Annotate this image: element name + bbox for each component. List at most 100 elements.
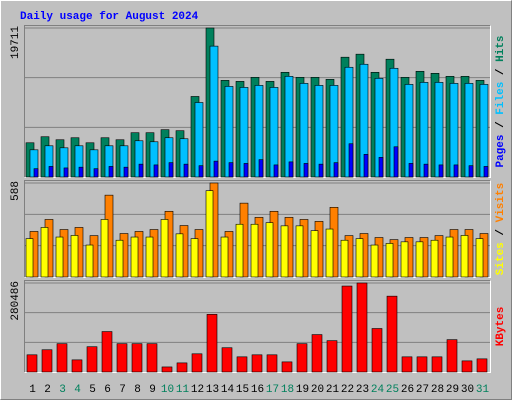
x-tick-label: 5 bbox=[89, 384, 96, 396]
bar bbox=[385, 243, 394, 278]
x-tick-label: 12 bbox=[191, 384, 204, 396]
legend-entry: Files bbox=[495, 82, 507, 115]
x-tick-label: 21 bbox=[326, 384, 340, 396]
bar bbox=[190, 238, 199, 278]
bar bbox=[280, 225, 289, 278]
bar bbox=[340, 239, 349, 278]
bar bbox=[145, 236, 154, 278]
bar bbox=[430, 239, 439, 278]
bar bbox=[221, 347, 233, 373]
bar bbox=[78, 166, 84, 178]
bar bbox=[423, 163, 429, 178]
x-tick-label: 25 bbox=[386, 384, 399, 396]
bar bbox=[130, 236, 139, 278]
bar bbox=[175, 233, 184, 278]
bar bbox=[209, 45, 219, 178]
bar bbox=[269, 87, 279, 178]
x-tick-label: 29 bbox=[446, 384, 459, 396]
x-tick-label: 1 bbox=[29, 384, 36, 396]
plot-bevel-dark bbox=[24, 25, 491, 178]
bar bbox=[93, 168, 99, 178]
x-tick-label: 6 bbox=[104, 384, 111, 396]
bar bbox=[288, 161, 294, 178]
bar bbox=[198, 165, 204, 178]
x-tick-label: 20 bbox=[311, 384, 324, 396]
bar bbox=[273, 164, 279, 178]
bar bbox=[310, 230, 319, 278]
bar bbox=[160, 219, 169, 278]
bar bbox=[56, 343, 68, 373]
y-tick-label: 588 bbox=[10, 181, 22, 201]
bar bbox=[348, 143, 354, 178]
bar bbox=[449, 83, 459, 178]
x-tick-label: 24 bbox=[371, 384, 385, 396]
legend-separator: / bbox=[495, 62, 507, 82]
bar bbox=[363, 154, 369, 178]
bar bbox=[479, 84, 489, 178]
bar bbox=[419, 82, 429, 178]
bar bbox=[191, 353, 203, 373]
bar bbox=[205, 190, 214, 278]
bar bbox=[153, 164, 159, 178]
x-tick-label: 28 bbox=[431, 384, 444, 396]
bar bbox=[63, 167, 69, 178]
y-tick-label: 280486 bbox=[10, 281, 22, 321]
x-tick-label: 9 bbox=[149, 384, 156, 396]
bar bbox=[138, 163, 144, 178]
bar bbox=[131, 343, 143, 373]
bar bbox=[401, 356, 413, 373]
bar bbox=[40, 227, 49, 278]
bar bbox=[41, 349, 53, 373]
plot-bevel-dark bbox=[24, 280, 491, 373]
x-tick-label: 22 bbox=[341, 384, 354, 396]
bar bbox=[461, 360, 473, 373]
bar bbox=[235, 223, 244, 278]
bar bbox=[266, 354, 278, 373]
bar bbox=[446, 339, 458, 373]
legend: KBytes bbox=[495, 307, 507, 347]
bar bbox=[416, 356, 428, 373]
bar bbox=[33, 168, 39, 178]
x-tick-label: 2 bbox=[44, 384, 51, 396]
bar bbox=[453, 164, 459, 178]
bar bbox=[115, 239, 124, 278]
chart-title: Daily usage for August 2024 bbox=[20, 11, 199, 23]
bar bbox=[400, 241, 409, 278]
bar bbox=[265, 222, 274, 278]
bar bbox=[378, 157, 384, 178]
bar bbox=[296, 343, 308, 373]
bar bbox=[299, 83, 309, 178]
bar bbox=[408, 163, 414, 178]
bar bbox=[55, 236, 64, 278]
x-tick-label: 23 bbox=[356, 384, 369, 396]
x-tick-label: 17 bbox=[266, 384, 279, 396]
bar bbox=[415, 241, 424, 278]
x-tick-label: 30 bbox=[461, 384, 474, 396]
bar bbox=[333, 162, 339, 178]
bar bbox=[168, 162, 174, 178]
bar bbox=[116, 343, 128, 373]
x-tick-label: 26 bbox=[401, 384, 414, 396]
bar bbox=[393, 146, 399, 178]
bar bbox=[183, 163, 189, 178]
bar bbox=[371, 328, 383, 373]
bar bbox=[431, 356, 443, 373]
plot-bevel-light bbox=[24, 180, 491, 278]
bar bbox=[123, 166, 129, 178]
bar bbox=[314, 85, 324, 178]
bar bbox=[445, 236, 454, 278]
legend-entry: Pages bbox=[495, 135, 507, 168]
y-tick-label: 19711 bbox=[10, 26, 22, 59]
bar bbox=[48, 166, 54, 178]
bar bbox=[464, 83, 474, 178]
bar bbox=[258, 159, 264, 178]
bar bbox=[341, 285, 353, 373]
bar bbox=[356, 282, 368, 373]
bar bbox=[295, 225, 304, 278]
bar bbox=[386, 295, 398, 373]
bar bbox=[325, 228, 334, 278]
bar bbox=[100, 219, 109, 278]
x-tick-label: 16 bbox=[251, 384, 264, 396]
